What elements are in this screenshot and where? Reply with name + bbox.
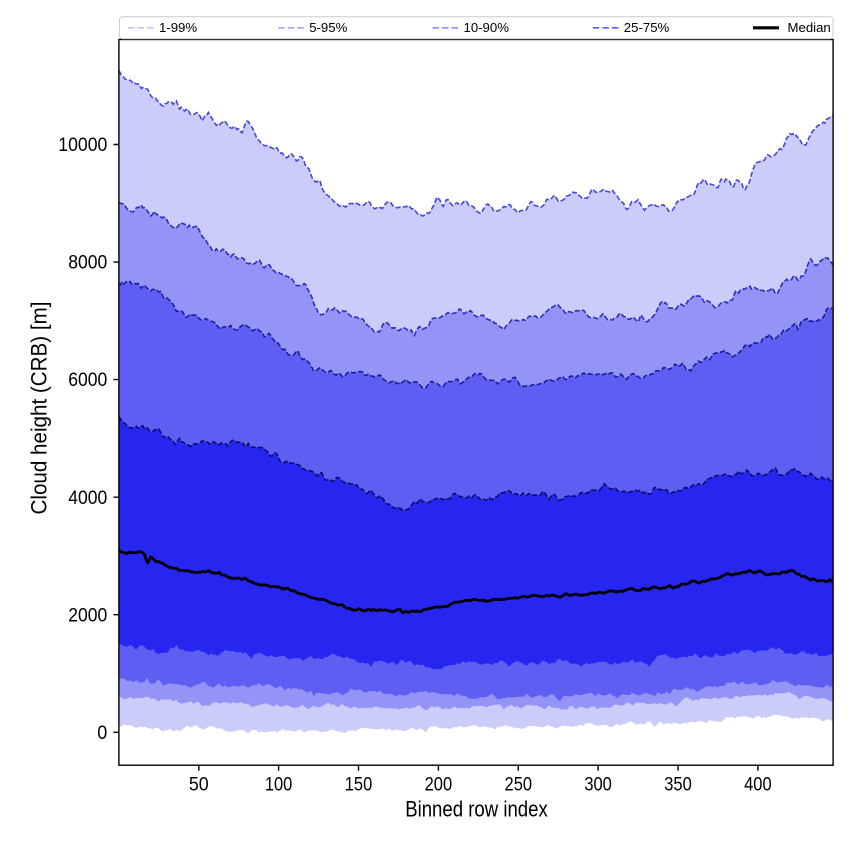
svg-text:250: 250 xyxy=(505,775,533,796)
svg-text:50: 50 xyxy=(189,775,209,796)
svg-text:8000: 8000 xyxy=(68,253,107,274)
svg-text:5-95%: 5-95% xyxy=(309,20,347,35)
svg-text:1-99%: 1-99% xyxy=(159,20,197,35)
svg-text:10-90%: 10-90% xyxy=(464,20,510,35)
svg-text:6000: 6000 xyxy=(68,370,107,391)
svg-text:0: 0 xyxy=(97,723,107,744)
svg-text:200: 200 xyxy=(425,775,453,796)
svg-text:2000: 2000 xyxy=(68,605,107,626)
svg-text:Binned row index: Binned row index xyxy=(405,797,548,822)
svg-text:350: 350 xyxy=(664,775,692,796)
svg-text:100: 100 xyxy=(265,775,293,796)
svg-text:25-75%: 25-75% xyxy=(624,20,670,35)
svg-text:4000: 4000 xyxy=(68,488,107,509)
svg-text:300: 300 xyxy=(584,775,612,796)
svg-text:10000: 10000 xyxy=(58,135,107,156)
svg-text:Cloud height (CRB) [m]: Cloud height (CRB) [m] xyxy=(27,302,52,515)
svg-text:Median: Median xyxy=(788,20,831,35)
svg-text:150: 150 xyxy=(345,775,373,796)
svg-text:400: 400 xyxy=(744,775,772,796)
